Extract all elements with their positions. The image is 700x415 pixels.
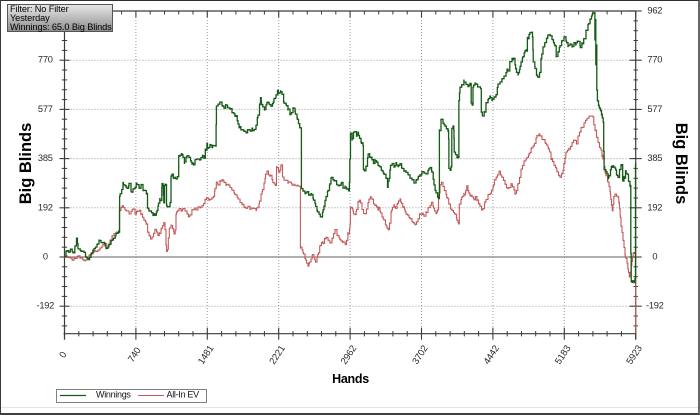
svg-text:385: 385 (647, 153, 662, 163)
svg-text:962: 962 (647, 6, 662, 16)
svg-text:5183: 5183 (553, 344, 573, 367)
svg-text:577: 577 (38, 104, 53, 114)
svg-text:2221: 2221 (267, 344, 287, 367)
svg-text:5923: 5923 (624, 344, 644, 367)
svg-text:385: 385 (38, 153, 53, 163)
svg-text:Big Blinds: Big Blinds (672, 123, 690, 205)
svg-text:740: 740 (126, 346, 144, 365)
svg-text:-192: -192 (646, 301, 664, 311)
svg-text:770: 770 (38, 55, 53, 65)
svg-text:1481: 1481 (196, 344, 216, 367)
svg-text:0: 0 (652, 252, 657, 262)
svg-text:Big Blinds: Big Blinds (17, 123, 35, 205)
svg-text:770: 770 (647, 55, 662, 65)
svg-text:0: 0 (57, 350, 69, 360)
svg-text:192: 192 (38, 202, 53, 212)
svg-text:Hands: Hands (332, 372, 369, 386)
svg-text:Winnings: Winnings (96, 390, 131, 400)
svg-text:-192: -192 (36, 301, 54, 311)
svg-text:577: 577 (647, 104, 662, 114)
svg-text:2962: 2962 (339, 344, 359, 367)
svg-text:All-In EV: All-In EV (167, 390, 200, 400)
svg-text:192: 192 (647, 202, 662, 212)
svg-text:3702: 3702 (410, 344, 430, 367)
svg-text:4442: 4442 (482, 344, 502, 367)
svg-text:0: 0 (43, 252, 48, 262)
